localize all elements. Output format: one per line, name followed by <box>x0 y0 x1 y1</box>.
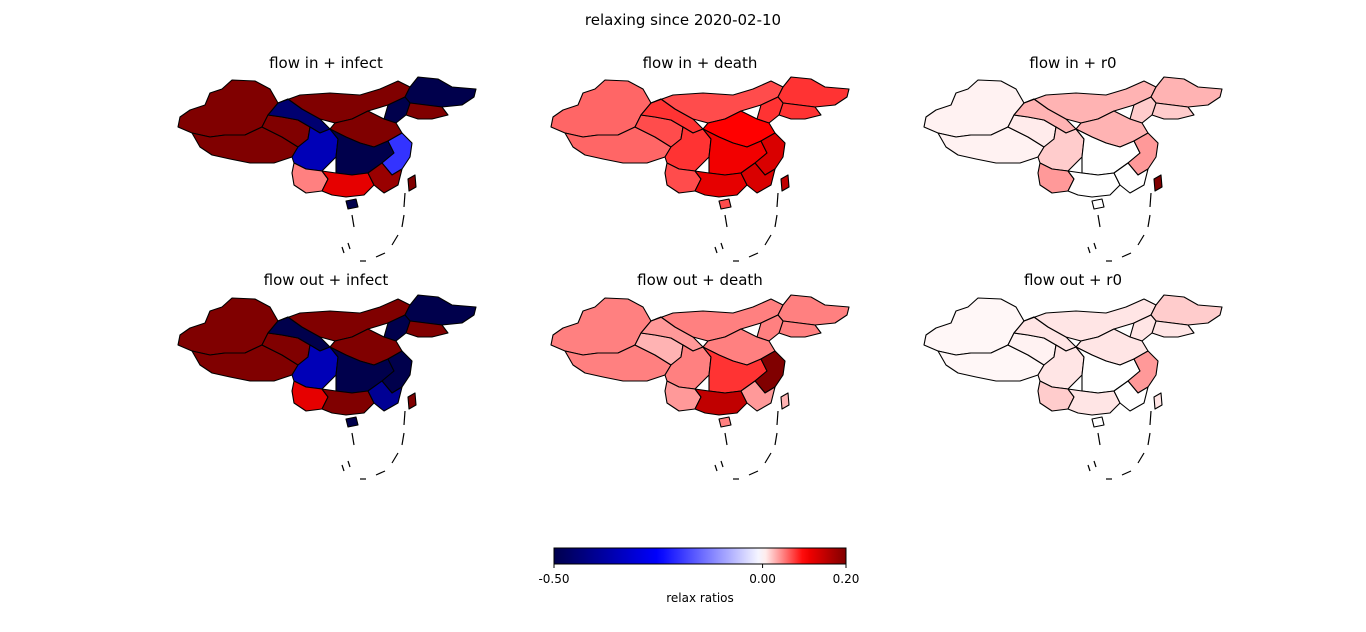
region-jilin <box>405 320 449 338</box>
colorbar: -0.50 0.00 0.20 relax ratios <box>538 547 860 605</box>
island-dash <box>1097 214 1101 228</box>
region-south <box>1067 388 1121 416</box>
panel-title: flow in + death <box>643 54 758 72</box>
island-dash <box>720 460 724 468</box>
region-south <box>1067 170 1121 198</box>
region-jilin <box>1151 320 1195 338</box>
region-southeast <box>367 162 403 194</box>
island-dash <box>1137 452 1145 464</box>
region-taiwan <box>1153 174 1163 192</box>
island-dash <box>1147 214 1151 228</box>
island-dash <box>403 410 406 426</box>
island-dash <box>776 410 779 426</box>
region-taiwan <box>780 392 790 410</box>
region-south <box>321 170 375 198</box>
panel-title: flow in + r0 <box>1029 54 1116 72</box>
island-dash <box>347 460 351 468</box>
region-jilin <box>1151 102 1195 120</box>
island-dash <box>1097 432 1101 446</box>
region-south <box>321 388 375 416</box>
region-taiwan <box>407 392 417 410</box>
island-dash <box>391 234 399 246</box>
island-dash <box>714 464 718 472</box>
figure-suptitle: relaxing since 2020-02-10 <box>585 11 781 29</box>
region-taiwan <box>1153 392 1163 410</box>
region-jilin <box>778 102 822 120</box>
island-dash <box>351 432 355 446</box>
region-hainan <box>1091 198 1105 210</box>
colorbar-tick-label: 0.00 <box>749 572 776 586</box>
island-dash <box>1149 410 1152 426</box>
map-panels: flow in + infect flow in + death flow in +… <box>177 54 1223 480</box>
island-dash <box>1093 460 1097 468</box>
island-dash <box>1137 234 1145 246</box>
island-dash <box>1087 246 1091 254</box>
island-dash <box>1121 470 1132 476</box>
map-panel: flow in + r0 <box>923 54 1223 262</box>
region-hainan <box>345 416 359 428</box>
island-dash <box>724 214 728 228</box>
region-southeast <box>740 162 776 194</box>
island-dash <box>1121 252 1132 258</box>
island-dash <box>1147 432 1151 446</box>
panel-title: flow out + infect <box>264 271 389 289</box>
island-dash <box>341 246 345 254</box>
region-taiwan <box>780 174 790 192</box>
region-jilin <box>778 320 822 338</box>
region-heilongjiang <box>777 76 850 108</box>
colorbar-label: relax ratios <box>666 591 734 605</box>
map-panel: flow in + infect <box>177 54 477 262</box>
colorbar-tick-label: -0.50 <box>538 572 569 586</box>
map-panel: flow out + death <box>550 271 850 480</box>
region-taiwan <box>407 174 417 192</box>
island-dash <box>714 246 718 254</box>
map-panel: flow in + death <box>550 54 850 262</box>
island-dash <box>724 432 728 446</box>
island-dash <box>774 214 778 228</box>
map-panel: flow out + infect <box>177 271 477 480</box>
region-southeast <box>1113 162 1149 194</box>
island-dash <box>720 242 724 250</box>
region-hainan <box>1091 416 1105 428</box>
colorbar-gradient <box>553 547 847 565</box>
island-dash <box>1093 242 1097 250</box>
panel-title: flow out + r0 <box>1024 271 1122 289</box>
region-south <box>694 388 748 416</box>
panel-title: flow in + infect <box>269 54 383 72</box>
region-heilongjiang <box>1150 76 1223 108</box>
region-heilongjiang <box>404 76 477 108</box>
region-hainan <box>345 198 359 210</box>
island-dash <box>1149 192 1152 208</box>
island-dash <box>764 234 772 246</box>
island-dash <box>1087 464 1091 472</box>
island-dash <box>403 192 406 208</box>
region-hainan <box>718 416 732 428</box>
map-panel: flow out + r0 <box>923 271 1223 480</box>
colorbar-tick-label: 0.20 <box>833 572 860 586</box>
region-heilongjiang <box>404 294 477 326</box>
island-dash <box>774 432 778 446</box>
island-dash <box>375 252 386 258</box>
island-dash <box>748 470 759 476</box>
region-south <box>694 170 748 198</box>
island-dash <box>401 214 405 228</box>
panel-title: flow out + death <box>637 271 763 289</box>
island-dash <box>375 470 386 476</box>
region-heilongjiang <box>1150 294 1223 326</box>
region-southeast <box>1113 380 1149 412</box>
island-dash <box>347 242 351 250</box>
region-southeast <box>367 380 403 412</box>
region-heilongjiang <box>777 294 850 326</box>
island-dash <box>341 464 345 472</box>
island-dash <box>764 452 772 464</box>
island-dash <box>776 192 779 208</box>
region-southeast <box>740 380 776 412</box>
region-jilin <box>405 102 449 120</box>
island-dash <box>401 432 405 446</box>
island-dash <box>391 452 399 464</box>
island-dash <box>351 214 355 228</box>
island-dash <box>748 252 759 258</box>
region-hainan <box>718 198 732 210</box>
